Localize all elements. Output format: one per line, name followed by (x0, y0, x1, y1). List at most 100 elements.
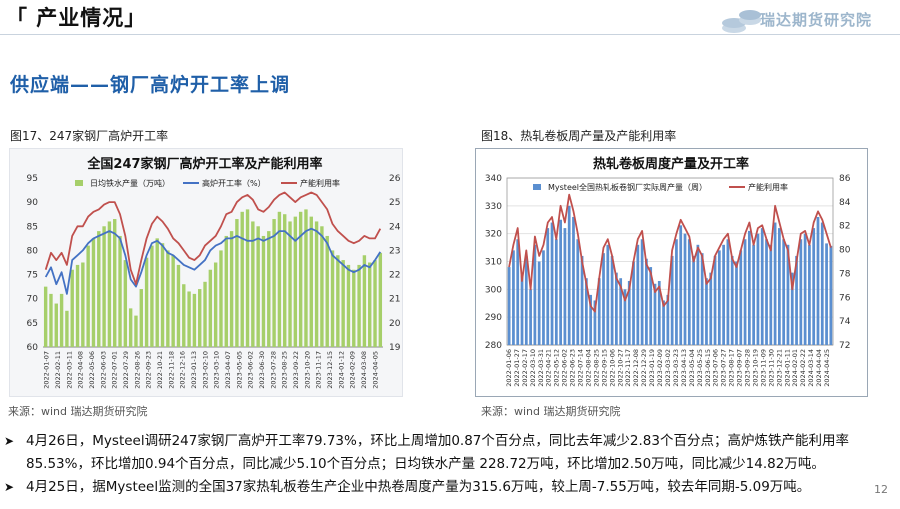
x-tick-label: 2024-02-09 (349, 351, 357, 389)
bar-mark (726, 239, 730, 345)
bar-mark (649, 267, 653, 345)
bar-mark (346, 264, 351, 347)
bar-mark (65, 310, 69, 347)
x-tick-label: 2024-04-04 (815, 349, 823, 387)
bullet-text-2: 4月25日，据Mysteel监测的全国37家热轧板卷生产企业中热卷周度产量为31… (26, 479, 811, 495)
x-tick-label: 2023-11-09 (759, 349, 767, 387)
x-tick-label: 2023-02-10 (201, 351, 209, 389)
x-tick-label: 2024-03-08 (360, 351, 368, 389)
bar-mark (619, 278, 623, 345)
x-tick-label: 2023-09-22 (292, 351, 300, 389)
x-tick-label: 2022-09-15 (600, 349, 608, 387)
y-left-tick-label: 80 (27, 246, 39, 256)
bar-mark (692, 255, 695, 345)
bar-mark (645, 258, 648, 345)
x-tick-label: 2022-02-17 (521, 349, 529, 387)
y-right-tick-label: 260 (389, 174, 401, 184)
bar-mark (606, 244, 610, 345)
bar-mark (314, 221, 319, 347)
x-tick-label: 2023-01-13 (190, 351, 198, 389)
bullet-text-1: 4月26日，Mysteel调研247家钢厂高炉开工率79.73%，环比上周增加0… (26, 433, 849, 472)
bar-mark (743, 239, 747, 345)
bar-mark (559, 219, 562, 345)
hot-rolled-chart: 热轧卷板周度产量及开工率 280 290 300 310 320 330 340 72 74 76 7… (485, 156, 851, 387)
x-tick-label: 2022-06-23 (569, 349, 577, 387)
bar-mark (563, 228, 567, 345)
bar-mark (309, 216, 313, 347)
logo-text: 瑞达期货研究院 (760, 11, 873, 29)
bar-mark (134, 315, 138, 347)
x-tick-label: 2022-01-27 (513, 349, 521, 387)
bar-mark (240, 211, 244, 347)
bar-mark (362, 255, 367, 347)
x-tick-label: 2023-09-28 (744, 349, 752, 387)
series-line (508, 193, 832, 313)
bar-mark (662, 300, 665, 345)
bar-mark (198, 289, 202, 347)
x-tick-label: 2022-08-26 (133, 351, 141, 389)
x-tick-label: 2024-02-01 (791, 349, 799, 387)
legend-label: Mysteel全国热轧板卷钢厂实际周产量（周） (548, 182, 707, 192)
bar-mark (820, 222, 824, 345)
bar-mark (357, 264, 361, 347)
x-tick-label: 2022-09-23 (145, 351, 153, 389)
bar-mark (325, 235, 329, 347)
bar-mark (615, 272, 618, 345)
page-number: 12 (874, 483, 888, 496)
bar-mark (320, 226, 324, 347)
bar-mark (799, 239, 803, 345)
bar-mark (75, 264, 80, 347)
bar-mark (730, 255, 734, 345)
bar-mark (769, 244, 773, 345)
legend-swatch (75, 180, 83, 186)
y-right-tick-label: 74 (839, 317, 851, 327)
x-tick-label: 2023-12-15 (326, 351, 334, 389)
bar-mark (512, 250, 515, 345)
x-tick-label: 2023-06-02 (247, 351, 255, 389)
y-left-tick-label: 85 (27, 222, 38, 232)
bar-mark (97, 231, 101, 347)
x-tick-label: 2022-03-11 (65, 351, 73, 389)
x-tick-label: 2023-06-15 (704, 349, 712, 387)
chart-title: 热轧卷板周度产量及开工率 (593, 156, 749, 172)
bar-mark (524, 255, 528, 345)
section-subtitle: 供应端——钢厂高炉开工率上调 (10, 74, 291, 96)
bar-mark (778, 228, 781, 345)
bar-mark (808, 244, 811, 345)
x-tick-label: 2023-10-20 (303, 351, 311, 389)
x-tick-label: 2022-05-12 (553, 349, 561, 387)
bar-mark (203, 281, 207, 347)
x-tick-label: 2023-07-28 (269, 351, 277, 389)
bar-mark (128, 308, 133, 347)
x-tick-label: 2022-07-29 (122, 351, 130, 389)
bar-mark (812, 228, 816, 345)
bar-mark (683, 233, 687, 345)
bar-mark (235, 219, 239, 347)
x-tick-label: 2023-03-02 (664, 349, 672, 387)
bar-mark (155, 238, 159, 347)
y-right-tick-label: 84 (839, 198, 851, 208)
bar-mark (283, 214, 287, 347)
bar-mark (272, 219, 276, 347)
bar-mark (572, 216, 575, 345)
x-tick-label: 2023-04-07 (224, 351, 232, 389)
bar-mark (735, 261, 738, 345)
bar-mark (229, 231, 234, 347)
bar-mark (91, 238, 96, 347)
y-left-tick-label: 75 (27, 271, 38, 281)
x-tick-label: 2022-11-18 (167, 351, 175, 389)
bar-mark (150, 245, 154, 347)
bar-mark (756, 233, 760, 345)
y-right-tick-label: 220 (389, 271, 401, 281)
bar-mark (713, 255, 717, 345)
x-tick-label: 2024-03-14 (807, 349, 815, 387)
bar-mark (341, 260, 345, 347)
x-tick-label: 2022-01-07 (43, 351, 51, 389)
bar-mark (803, 233, 807, 345)
legend-label: 日均铁水产量（万吨） (90, 178, 170, 188)
bar-mark (182, 284, 186, 347)
bar-mark (102, 226, 106, 347)
x-tick-label: 2022-06-02 (561, 349, 569, 387)
bar-mark (336, 255, 340, 347)
bar-mark (696, 244, 700, 345)
